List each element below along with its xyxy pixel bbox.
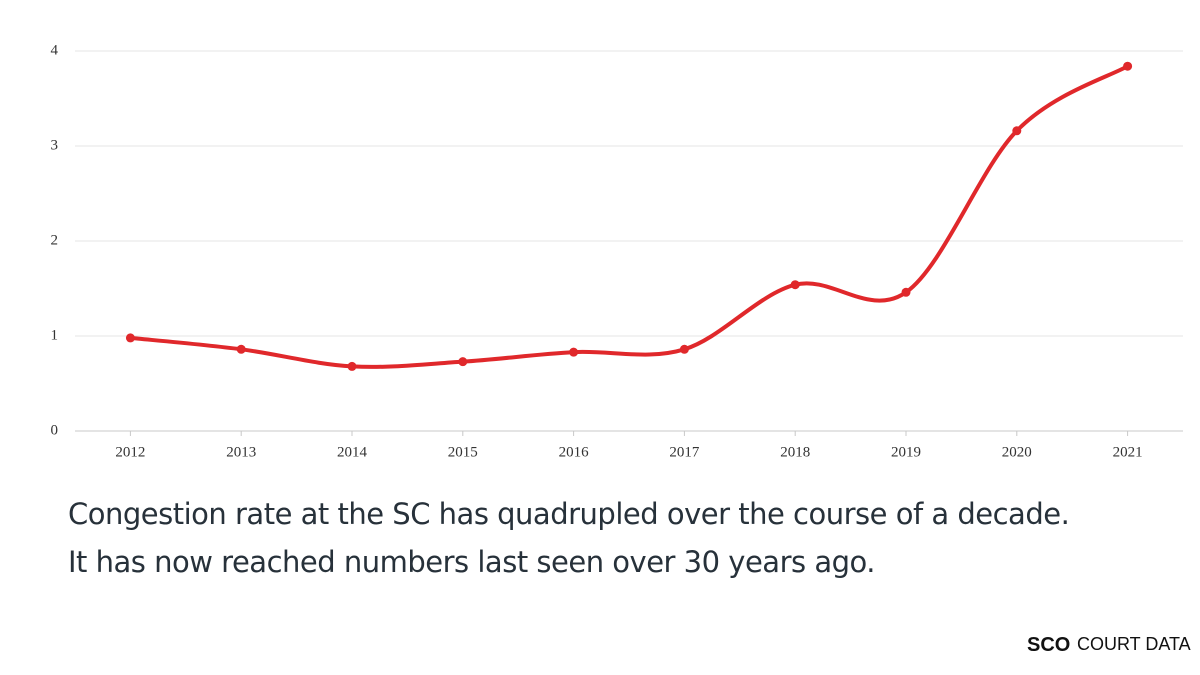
y-tick-label: 4 (51, 42, 59, 58)
brand-name: SCO (1027, 634, 1070, 656)
x-tick-label: 2014 (337, 444, 368, 460)
point (790, 280, 800, 290)
point (236, 344, 246, 354)
y-tick-label: 1 (51, 327, 59, 343)
x-tick-label: 2021 (1113, 444, 1143, 460)
point (901, 287, 911, 297)
point (1123, 61, 1133, 71)
x-tick-label: 2016 (559, 444, 590, 460)
brand-tagline: COURT DATA (1077, 634, 1191, 654)
point (1012, 126, 1022, 136)
point (569, 347, 579, 357)
point (347, 361, 357, 371)
x-tick-label: 2019 (891, 444, 921, 460)
line (128, 64, 1130, 369)
y-tick-label: 2 (51, 232, 59, 248)
x-tick-label: 2020 (1002, 444, 1032, 460)
x-tick-label: 2013 (226, 444, 256, 460)
caption-line: Congestion rate at the SC has quadrupled… (68, 497, 1069, 531)
x-tick-label: 2015 (448, 444, 478, 460)
point (679, 344, 689, 354)
x-tick-label: 2017 (669, 444, 700, 460)
y-tick-label: 0 (51, 422, 59, 438)
point (125, 333, 135, 343)
point (458, 357, 468, 367)
caption-line: It has now reached numbers last seen ove… (68, 545, 875, 579)
x-tick-label: 2018 (780, 444, 810, 460)
y-tick-label: 3 (51, 137, 59, 153)
x-tick-label: 2012 (115, 444, 145, 460)
